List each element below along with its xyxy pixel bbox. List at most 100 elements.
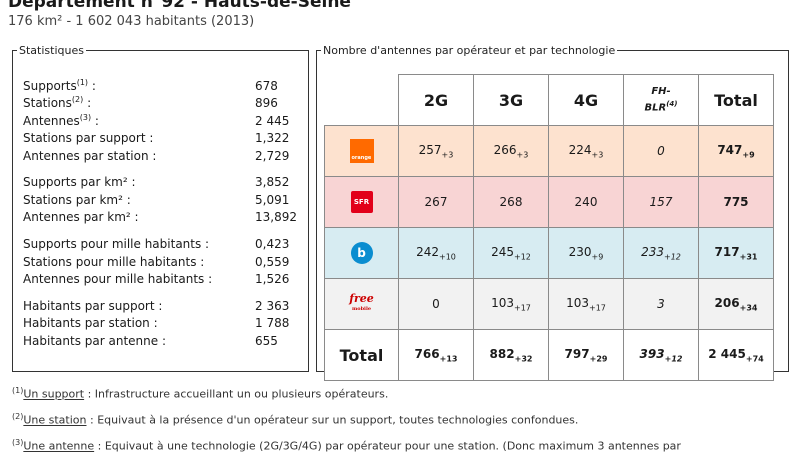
delta: +9	[591, 252, 604, 262]
stat-value: 2 445	[255, 113, 290, 128]
orange-logo-icon: orange	[349, 139, 374, 163]
total-all: 2 445+74	[698, 329, 774, 381]
stat-row: Antennes par station : 2,729	[23, 148, 303, 165]
header-2g: 2G	[398, 74, 474, 126]
stat-row: Habitants par station : 1 788	[23, 315, 303, 332]
delta: +12	[514, 252, 531, 262]
stat-value: 2 363	[255, 298, 290, 313]
cell-2g: 0	[398, 278, 474, 330]
delta: +74	[745, 354, 764, 364]
total-fh-blr: 393+12	[623, 329, 699, 381]
delta: +9	[742, 150, 755, 160]
total-3g: 882+32	[473, 329, 549, 381]
stat-row: Supports(1) : 678	[23, 78, 303, 95]
corner-cell	[325, 75, 399, 126]
stat-value: 2,729	[255, 148, 290, 163]
total-4g: 797+29	[548, 329, 624, 381]
stat-row: Habitants par antenne : 655	[23, 333, 303, 350]
stat-label: Stations par km² :	[23, 192, 131, 207]
footnote: (2)Une station : Equivaut à la présence …	[12, 412, 578, 427]
stat-value: 655	[255, 333, 278, 348]
cell-total: 717+31	[698, 227, 774, 279]
totals-row: Total 766+13 882+32 797+29 393+12 2 445+74	[324, 329, 774, 381]
stat-label: Stations pour mille habitants :	[23, 254, 205, 269]
cell-4g: 103+17	[548, 278, 624, 330]
stat-value: 0,559	[255, 254, 290, 269]
stats-list: Supports(1) : 678 Stations(2) : 896 Antennes…	[23, 78, 303, 350]
stat-row: Stations par support : 1,322	[23, 130, 303, 147]
antennas-panel: Nombre d'antennes par opérateur et par t…	[316, 44, 789, 381]
header-row: 2G 3G 4G FH- BLR(4) Total	[325, 74, 774, 126]
delta: +32	[514, 354, 533, 364]
antennas-legend: Nombre d'antennes par opérateur et par t…	[323, 44, 616, 57]
stat-value: 678	[255, 79, 278, 93]
delta: +17	[514, 303, 531, 313]
cell-total: 206+34	[698, 278, 774, 330]
delta: +29	[589, 354, 608, 364]
stat-label: Antennes(3) :	[23, 112, 99, 128]
stat-label: Supports par km² :	[23, 175, 136, 190]
stat-row: Antennes par km² : 13,892	[23, 209, 303, 226]
stat-label: Antennes par km² :	[23, 210, 139, 225]
cell-3g: 266+3	[473, 125, 549, 177]
delta: +17	[589, 303, 606, 313]
cell-3g: 245+12	[473, 227, 549, 279]
stat-label: Supports pour mille habitants :	[23, 237, 210, 252]
stat-row: Stations(2) : 896	[23, 95, 303, 112]
stat-value: 3,852	[255, 175, 290, 190]
stat-row: Stations pour mille habitants : 0,559	[23, 254, 303, 271]
total-2g: 766+13	[398, 329, 474, 381]
stat-value: 1,526	[255, 271, 290, 286]
stat-row: Supports par km² : 3,852	[23, 174, 303, 191]
delta: +31	[739, 252, 758, 262]
operator-cell: SFR	[324, 176, 399, 228]
stat-value: 1 788	[255, 316, 290, 331]
delta: +34	[739, 303, 758, 313]
footnote-text: : Equivaut à la présence d'un opérateur …	[86, 413, 579, 427]
operator-row-orange: orange 257+3 266+3 224+3 0 747+9	[324, 125, 774, 177]
footnote-text: : Equivaut à une technologie (2G/3G/4G) …	[94, 439, 681, 453]
footnote-number: (3)	[12, 438, 24, 447]
stat-value: 1,322	[255, 131, 290, 146]
stats-gap	[23, 165, 303, 175]
stat-label: Antennes pour mille habitants :	[23, 271, 213, 286]
delta: +3	[441, 150, 454, 160]
cell-4g: 240	[548, 176, 624, 228]
stat-label: Antennes par station :	[23, 148, 157, 163]
cell-2g: 242+10	[398, 227, 474, 279]
stat-label: Stations par support :	[23, 131, 154, 146]
operator-row-free: free mobile 0 103+17 103+17 3 206+34	[324, 278, 774, 330]
stat-value: 0,423	[255, 237, 290, 252]
stat-row: Antennes(3) : 2 445	[23, 113, 303, 130]
header-4g: 4G	[548, 74, 624, 126]
footnote-term[interactable]: Une station	[23, 413, 87, 427]
footnote-term[interactable]: Une antenne	[23, 439, 95, 453]
header-total: Total	[698, 74, 774, 126]
footnote-term[interactable]: Un support	[23, 387, 85, 401]
cell-4g: 230+9	[548, 227, 624, 279]
stat-note-ref: (3)	[79, 112, 92, 122]
stats-gap	[23, 227, 303, 237]
cell-2g: 257+3	[398, 125, 474, 177]
cell-total: 747+9	[698, 125, 774, 177]
operator-cell: b	[324, 227, 399, 279]
footnote-number: (1)	[12, 386, 24, 395]
cell-fh-blr: 157	[623, 176, 699, 228]
stats-panel: Statistiques Supports(1) : 678 Stations(2)…	[12, 44, 309, 372]
delta: +13	[439, 354, 458, 364]
cell-3g: 103+17	[473, 278, 549, 330]
operator-cell: free mobile	[324, 278, 399, 330]
stat-label: Supports(1) :	[23, 78, 96, 94]
stat-note-ref: (1)	[76, 78, 89, 87]
footnote-number: (2)	[12, 412, 24, 421]
stat-label: Habitants par antenne :	[23, 333, 166, 348]
page-title: Département n°92 - Hauts-de-Seine	[8, 0, 351, 12]
stat-row: Supports pour mille habitants : 0,423	[23, 236, 303, 253]
cell-4g: 224+3	[548, 125, 624, 177]
header-fh-blr: FH- BLR(4)	[623, 74, 699, 126]
sfr-logo-icon: SFR	[350, 191, 373, 213]
stats-gap	[23, 288, 303, 298]
stat-label: Habitants par support :	[23, 298, 163, 313]
cell-fh-blr: 233+12	[623, 227, 699, 279]
operator-cell: orange	[324, 125, 399, 177]
